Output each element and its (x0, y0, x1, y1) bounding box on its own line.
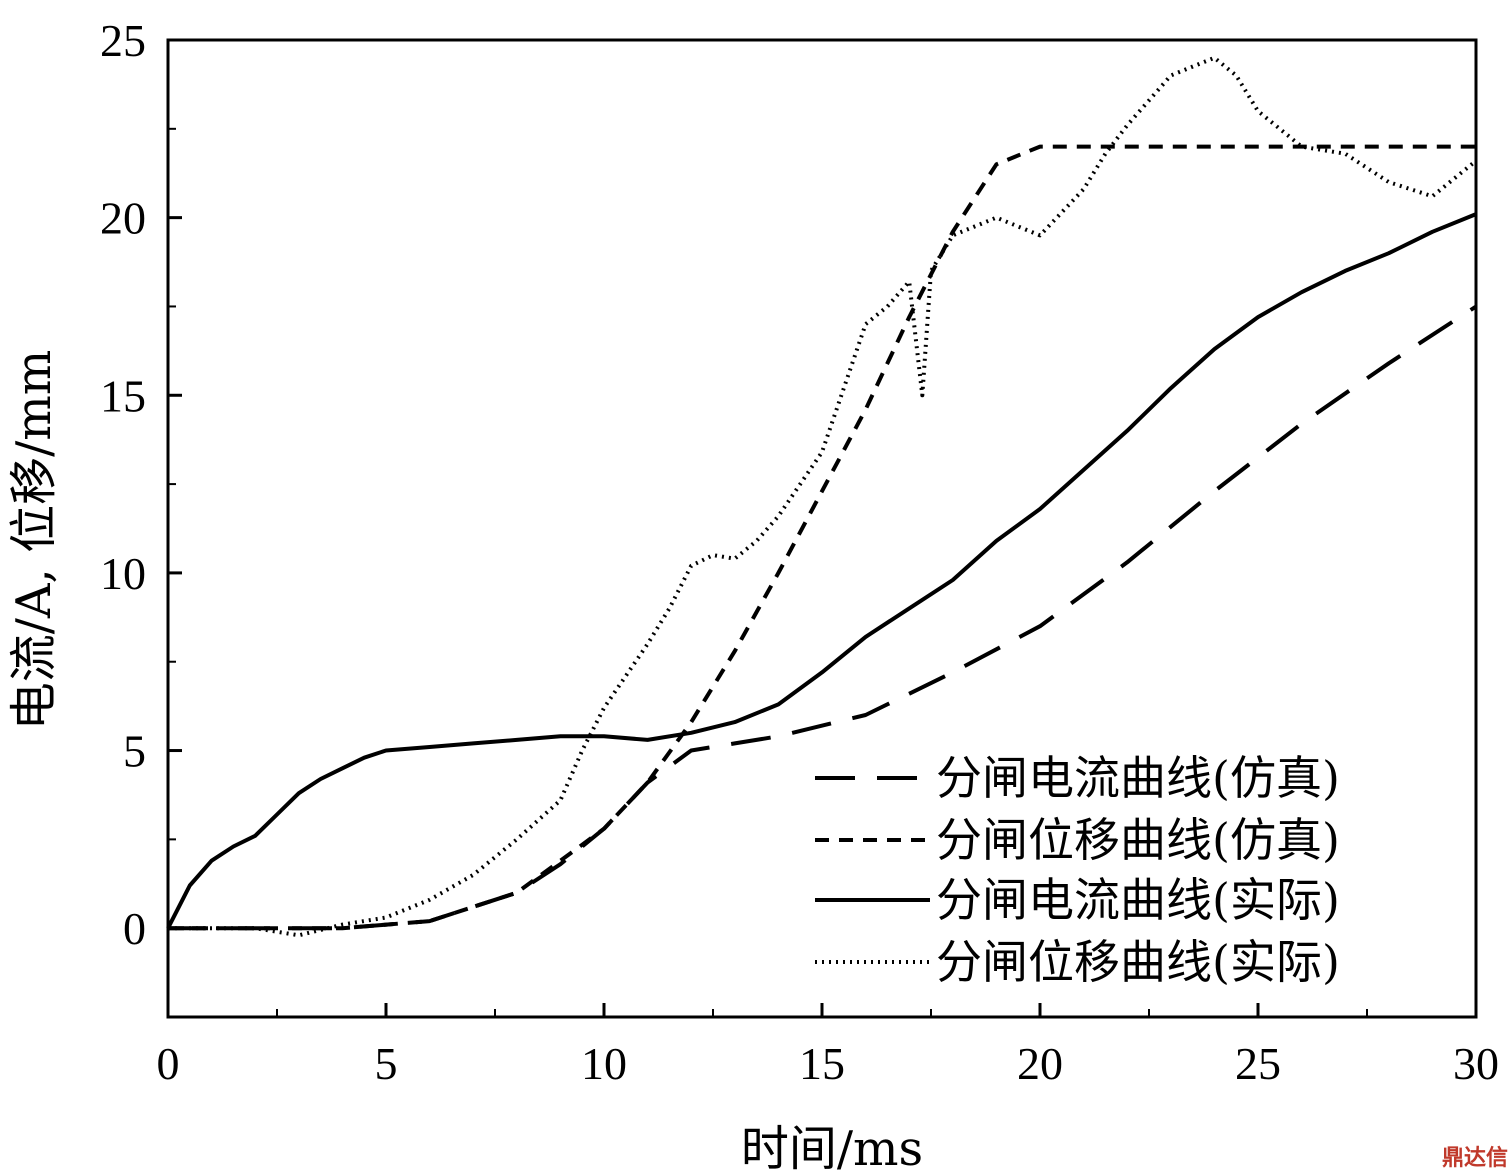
x-axis-ticks: 0 5 10 15 20 25 30 (157, 1003, 1499, 1089)
series-line-3 (166, 212, 1477, 930)
y-axis-title: 电流/A, 位移/mm (6, 350, 62, 731)
y-tick-label: 15 (100, 370, 146, 421)
y-tick-label: 20 (100, 193, 146, 244)
y-tick-label: 10 (100, 548, 146, 599)
series-layer (166, 55, 1478, 938)
series-line-1 (168, 304, 1478, 931)
x-axis-title: 时间/ms (741, 1121, 923, 1174)
x-tick-label: 15 (799, 1038, 845, 1089)
x-tick-label: 25 (1235, 1038, 1281, 1089)
legend-label: 分闸电流曲线(实际) (936, 873, 1340, 927)
legend-label: 分闸电流曲线(仿真) (936, 751, 1340, 805)
y-tick-label: 5 (123, 726, 146, 777)
series-line-2 (168, 144, 1476, 931)
legend-label: 分闸位移曲线(实际) (936, 935, 1340, 989)
legend-label: 分闸位移曲线(仿真) (936, 813, 1340, 867)
y-tick-label: 0 (123, 903, 146, 954)
plot-area-border (166, 38, 1478, 1019)
y-axis-ticks: 0 5 10 15 20 25 (100, 15, 182, 1018)
watermark-logo: 鼎达信 (1441, 1146, 1508, 1171)
x-tick-label: 0 (157, 1038, 180, 1089)
x-tick-label: 5 (375, 1038, 398, 1089)
x-tick-label: 30 (1453, 1038, 1499, 1089)
x-tick-label: 10 (581, 1038, 627, 1089)
y-tick-label: 25 (100, 15, 146, 66)
legend: 分闸电流曲线(仿真) 分闸位移曲线(仿真) 分闸电流曲线(实际) 分闸位移曲线(实际) (815, 751, 1340, 989)
x-tick-label: 20 (1017, 1038, 1063, 1089)
plot-frame (166, 38, 1478, 1019)
